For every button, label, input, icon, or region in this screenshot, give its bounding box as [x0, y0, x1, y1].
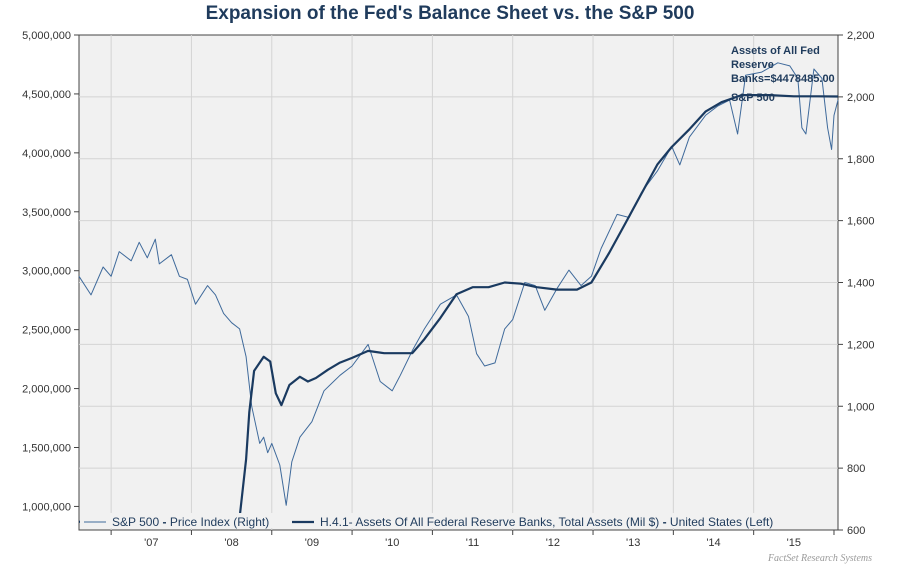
annotations: Assets of All Fed Reserve Banks=$4478485.0…	[731, 45, 835, 104]
series-line-sp500	[78, 62, 839, 506]
left-axis-tick-label: 4,000,000	[22, 148, 71, 160]
left-axis-tick-label: 1,000,000	[22, 501, 71, 513]
right-axis-tick-label: 1,000	[847, 401, 875, 413]
source-credit: FactSet Research Systems	[767, 553, 872, 564]
legend-entry-sp500: S&P 500 - Price Index (Right)	[112, 515, 269, 529]
right-axis-tick-label: 2,200	[847, 30, 875, 42]
left-axis-tick-label: 5,000,000	[22, 30, 71, 42]
x-axis-tick-label: '14	[706, 537, 720, 549]
axes: 600 800 1,000 1,200 1,400 1,600 1,800 2,000 2,20…	[22, 30, 874, 549]
right-axis-tick-label: 1,600	[847, 216, 875, 228]
x-axis-tick-label: '15	[787, 537, 801, 549]
right-axis-tick-label: 600	[847, 525, 865, 537]
left-axis-tick-label: 2,000,000	[22, 384, 71, 396]
chart-title: Expansion of the Fed's Balance Sheet vs.…	[206, 3, 695, 24]
left-axis-tick-label: 3,500,000	[22, 207, 71, 219]
x-axis-tick-label: '13	[626, 537, 640, 549]
x-axis-tick-label: '09	[305, 537, 319, 549]
x-axis-tick-label: '10	[385, 537, 399, 549]
x-axis-tick-label: '07	[144, 537, 158, 549]
series-layer	[78, 62, 839, 523]
right-axis-tick-label: 800	[847, 463, 865, 475]
series-line-fed-assets	[78, 93, 839, 523]
left-axis-tick-label: 4,500,000	[22, 89, 71, 101]
left-axis-tick-label: 3,000,000	[22, 266, 71, 278]
x-axis-tick-label: '11	[466, 537, 480, 549]
legend-background	[80, 513, 835, 528]
left-axis-tick-label: 1,500,000	[22, 443, 71, 455]
x-axis-tick-label: '12	[546, 537, 560, 549]
legend: S&P 500 - Price Index (Right) H.4.1- Asse…	[80, 513, 835, 529]
annotation-sp500: S&P 500	[731, 92, 775, 104]
x-axis-tick-label: '08	[224, 537, 238, 549]
annotation-fed-assets: Assets of All Fed Reserve Banks=$4478485.0…	[731, 45, 835, 85]
left-axis-tick-label: 2,500,000	[22, 325, 71, 337]
legend-entry-fed-assets: H.4.1- Assets Of All Federal Reserve Ban…	[320, 515, 773, 529]
right-axis-tick-label: 2,000	[847, 92, 875, 104]
right-axis-tick-label: 1,200	[847, 339, 875, 351]
right-axis-tick-label: 1,400	[847, 278, 875, 290]
right-axis-tick-label: 1,800	[847, 154, 875, 166]
grid-lines	[79, 35, 838, 530]
